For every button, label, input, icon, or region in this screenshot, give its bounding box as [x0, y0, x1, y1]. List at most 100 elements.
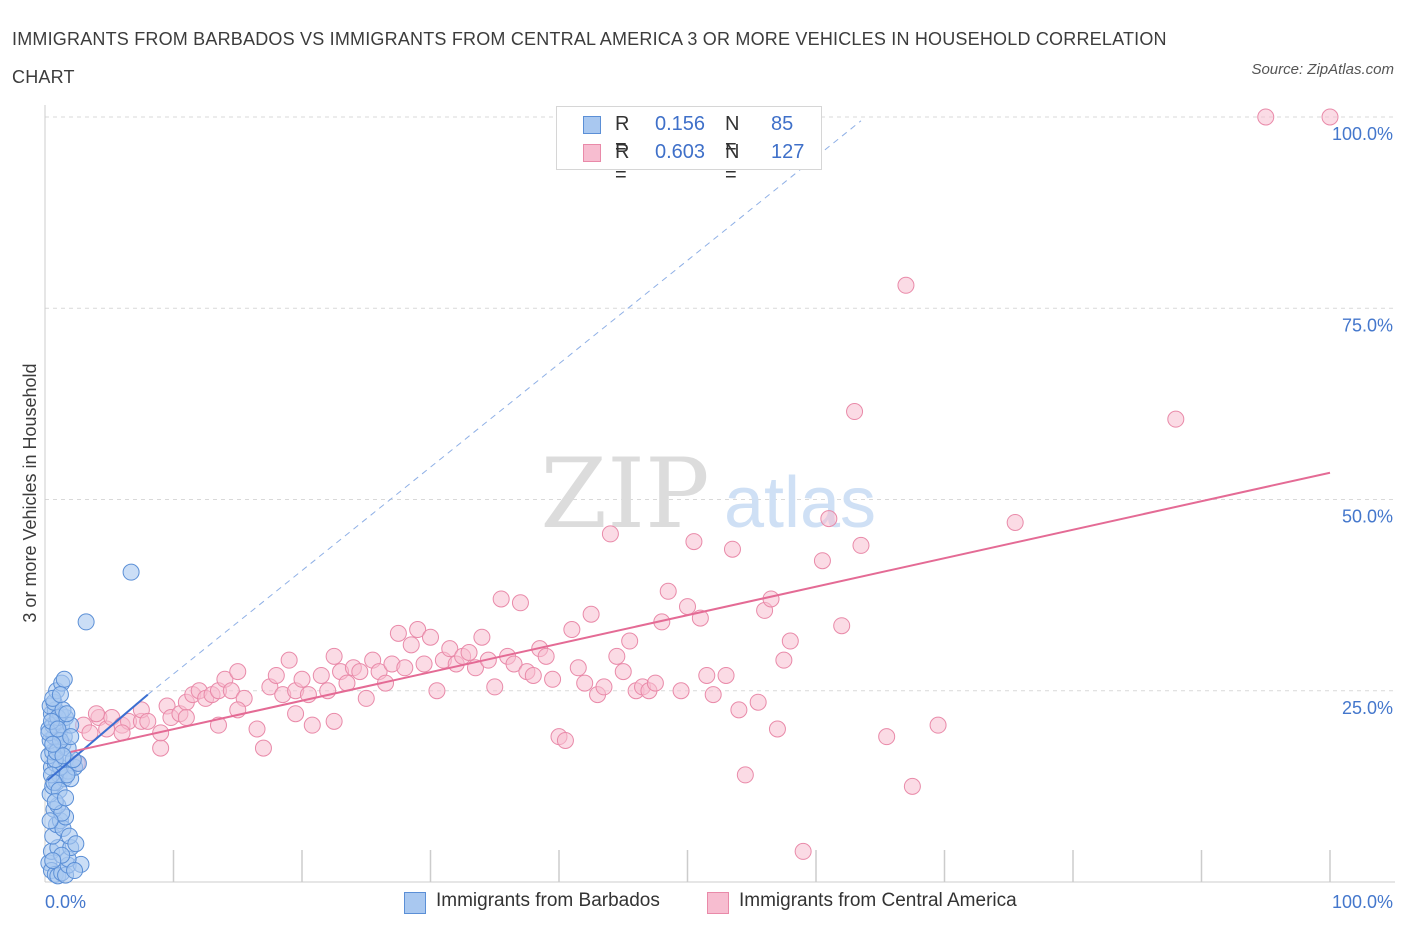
- point-central-america: [595, 678, 613, 696]
- point-central-america: [409, 621, 427, 639]
- legend-n-value-central-america: 127: [771, 141, 805, 163]
- point-central-america: [576, 674, 594, 692]
- point-central-america: [704, 686, 722, 704]
- point-central-america: [486, 678, 504, 696]
- point-central-america: [569, 659, 587, 677]
- point-central-america: [723, 540, 741, 558]
- point-central-america: [556, 731, 574, 749]
- point-barbados: [44, 735, 62, 753]
- point-central-america: [1167, 410, 1185, 428]
- point-central-america: [402, 636, 420, 654]
- legend-r-value-barbados: 0.156: [655, 113, 706, 135]
- point-central-america: [505, 655, 523, 673]
- axes: [44, 105, 1395, 883]
- x-tick-label: 0.0%: [45, 892, 86, 912]
- legend-swatch-central-america: [583, 144, 601, 162]
- point-central-america: [460, 644, 478, 661]
- point-central-america: [582, 605, 600, 623]
- point-barbados: [67, 835, 85, 853]
- x-tick-label: 100.0%: [1332, 892, 1393, 912]
- point-central-america: [293, 670, 311, 688]
- bottom-legend-label-barbados: Immigrants from Barbados: [436, 890, 660, 911]
- point-central-america: [833, 617, 851, 635]
- point-central-america: [820, 510, 838, 528]
- legend-r-label: R =: [615, 141, 630, 186]
- point-central-america: [428, 682, 446, 700]
- point-central-america: [422, 628, 439, 646]
- point-central-america: [473, 628, 491, 646]
- point-central-america: [1321, 108, 1339, 126]
- point-central-america: [287, 705, 305, 723]
- y-tick-label: 75.0%: [1342, 315, 1393, 335]
- point-central-america: [87, 705, 105, 723]
- point-central-america: [222, 682, 240, 700]
- bottom-legend-swatch-barbados: [404, 892, 426, 914]
- legend-n-label: N =: [725, 141, 740, 186]
- point-central-america: [177, 709, 195, 727]
- point-central-america: [679, 598, 696, 616]
- y-tick-label: 25.0%: [1342, 698, 1393, 718]
- trend-extension-barbados: [147, 120, 862, 695]
- point-barbados: [44, 852, 62, 870]
- point-central-america: [267, 666, 285, 684]
- point-central-america: [897, 276, 915, 294]
- point-central-america: [511, 594, 529, 612]
- point-central-america: [441, 640, 459, 658]
- point-central-america: [903, 777, 921, 795]
- point-central-america: [209, 716, 227, 734]
- source-label: Source: ZipAtlas.com: [1251, 61, 1394, 78]
- point-central-america: [325, 647, 343, 665]
- point-central-america: [1257, 108, 1275, 126]
- watermark-zip: ZIP: [540, 438, 709, 550]
- series-central-america: [68, 108, 1339, 860]
- point-barbados: [122, 563, 140, 581]
- legend-n-value-barbados: 85: [771, 113, 794, 135]
- point-central-america: [762, 590, 780, 608]
- grid-lines: [45, 116, 1395, 692]
- correlation-legend: R = 0.156 N = 85 R = 0.603 N = 127: [556, 106, 822, 186]
- point-barbados: [55, 670, 73, 688]
- legend-r-value-central-america: 0.603: [655, 141, 706, 163]
- point-central-america: [152, 739, 170, 757]
- point-barbados: [49, 720, 67, 738]
- legend-r-label: R =: [615, 113, 630, 158]
- point-central-america: [846, 403, 864, 421]
- point-central-america: [492, 590, 510, 608]
- point-central-america: [614, 663, 632, 681]
- point-central-america: [389, 624, 407, 642]
- point-central-america: [672, 682, 690, 700]
- legend-n-label: N =: [725, 113, 740, 158]
- point-central-america: [229, 663, 247, 681]
- point-central-america: [544, 670, 562, 688]
- point-central-america: [396, 659, 414, 677]
- point-central-america: [646, 674, 664, 692]
- y-tick-label: 100.0%: [1332, 124, 1393, 144]
- point-central-america: [325, 712, 343, 730]
- point-central-america: [139, 712, 157, 730]
- point-barbados: [51, 686, 69, 704]
- trend-lines: [46, 120, 1331, 782]
- point-barbados: [58, 705, 76, 723]
- point-central-america: [698, 666, 716, 684]
- point-central-america: [601, 525, 619, 543]
- point-central-america: [621, 632, 639, 650]
- point-central-america: [248, 720, 266, 738]
- bottom-legend-label-central-america: Immigrants from Central America: [739, 890, 1017, 911]
- watermark-atlas: atlas: [724, 463, 876, 543]
- point-central-america: [303, 716, 321, 734]
- trend-line-barbados: [46, 693, 149, 782]
- point-central-america: [685, 533, 703, 551]
- bottom-legend-swatch-central-america: [707, 892, 729, 914]
- watermark: ZIP atlas: [540, 438, 876, 550]
- point-central-america: [524, 666, 542, 684]
- point-central-america: [878, 728, 896, 746]
- point-central-america: [357, 689, 375, 707]
- point-central-america: [775, 651, 793, 669]
- point-central-america: [768, 720, 786, 738]
- point-central-america: [254, 739, 272, 757]
- point-central-america: [813, 552, 831, 570]
- point-barbados: [54, 747, 72, 765]
- point-central-america: [929, 716, 947, 734]
- point-central-america: [537, 647, 555, 665]
